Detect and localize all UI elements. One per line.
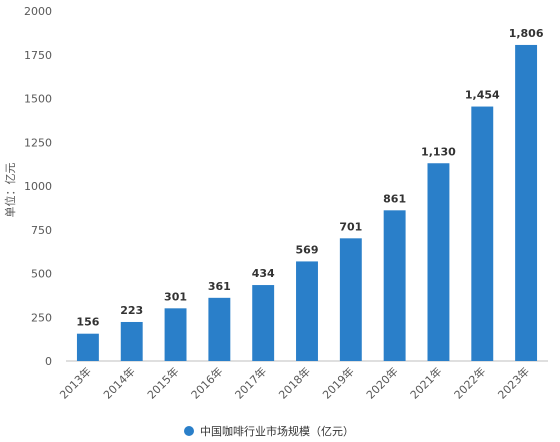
- bar: [515, 44, 538, 361]
- x-tick-label: 2023年: [495, 364, 532, 401]
- bar-value-label: 861: [383, 192, 406, 205]
- y-axis-label: 单位：亿元: [3, 163, 17, 218]
- x-tick-label: 2017年: [232, 364, 269, 401]
- bar: [164, 308, 187, 361]
- x-tick-label: 2015年: [144, 364, 181, 401]
- x-tick-label: 2016年: [188, 364, 225, 401]
- bar: [383, 210, 406, 361]
- legend: 中国咖啡行业市场规模（亿元）: [184, 424, 354, 438]
- bar: [296, 261, 318, 361]
- bar-value-label: 1,454: [465, 89, 500, 102]
- bar-value-label: 223: [120, 304, 143, 317]
- x-tick-label: 2019年: [319, 364, 356, 401]
- bar: [120, 321, 143, 361]
- y-tick-label: 2000: [24, 5, 52, 18]
- bars-group: [76, 44, 538, 361]
- value-labels-group: 156 223 301 361 434 569 701 861 1,130 1,454 1,806: [76, 27, 543, 329]
- bar-value-label: 569: [296, 243, 319, 256]
- y-tick-label: 1500: [24, 93, 52, 106]
- x-tick-label: 2021年: [407, 364, 444, 401]
- y-tick-label: 500: [31, 268, 52, 281]
- x-tick-label: 2014年: [100, 364, 137, 401]
- bar: [427, 163, 450, 361]
- bar: [76, 333, 99, 361]
- bar: [471, 106, 494, 361]
- bar-value-label: 361: [208, 280, 231, 293]
- legend-marker: [184, 426, 194, 436]
- y-tick-label: 0: [45, 355, 52, 368]
- bar: [339, 238, 362, 361]
- bar-value-label: 1,806: [509, 27, 544, 40]
- x-axis-labels: 2013年 2014年 2015年 2016年 2017年 2018年 2019年 2020年…: [57, 364, 533, 401]
- bar-value-label: 301: [164, 290, 187, 303]
- y-tick-label: 1750: [24, 49, 52, 62]
- y-tick-label: 250: [31, 311, 52, 324]
- x-tick-label: 2013年: [57, 364, 94, 401]
- bar: [252, 285, 275, 361]
- y-tick-label: 1000: [24, 180, 52, 193]
- legend-label: 中国咖啡行业市场规模（亿元）: [200, 424, 354, 438]
- bar: [208, 297, 231, 361]
- bar-value-label: 156: [76, 316, 99, 329]
- y-tick-label: 750: [31, 224, 52, 237]
- bar-value-label: 701: [339, 220, 362, 233]
- y-axis-ticks: 0 250 500 750 1000 1250 1500 1750 2000: [24, 5, 52, 368]
- x-tick-label: 2018年: [276, 364, 313, 401]
- bar-value-label: 1,130: [421, 145, 456, 158]
- x-tick-label: 2022年: [451, 364, 488, 401]
- bar-value-label: 434: [252, 267, 275, 280]
- y-tick-label: 1250: [24, 136, 52, 149]
- x-tick-label: 2020年: [363, 364, 400, 401]
